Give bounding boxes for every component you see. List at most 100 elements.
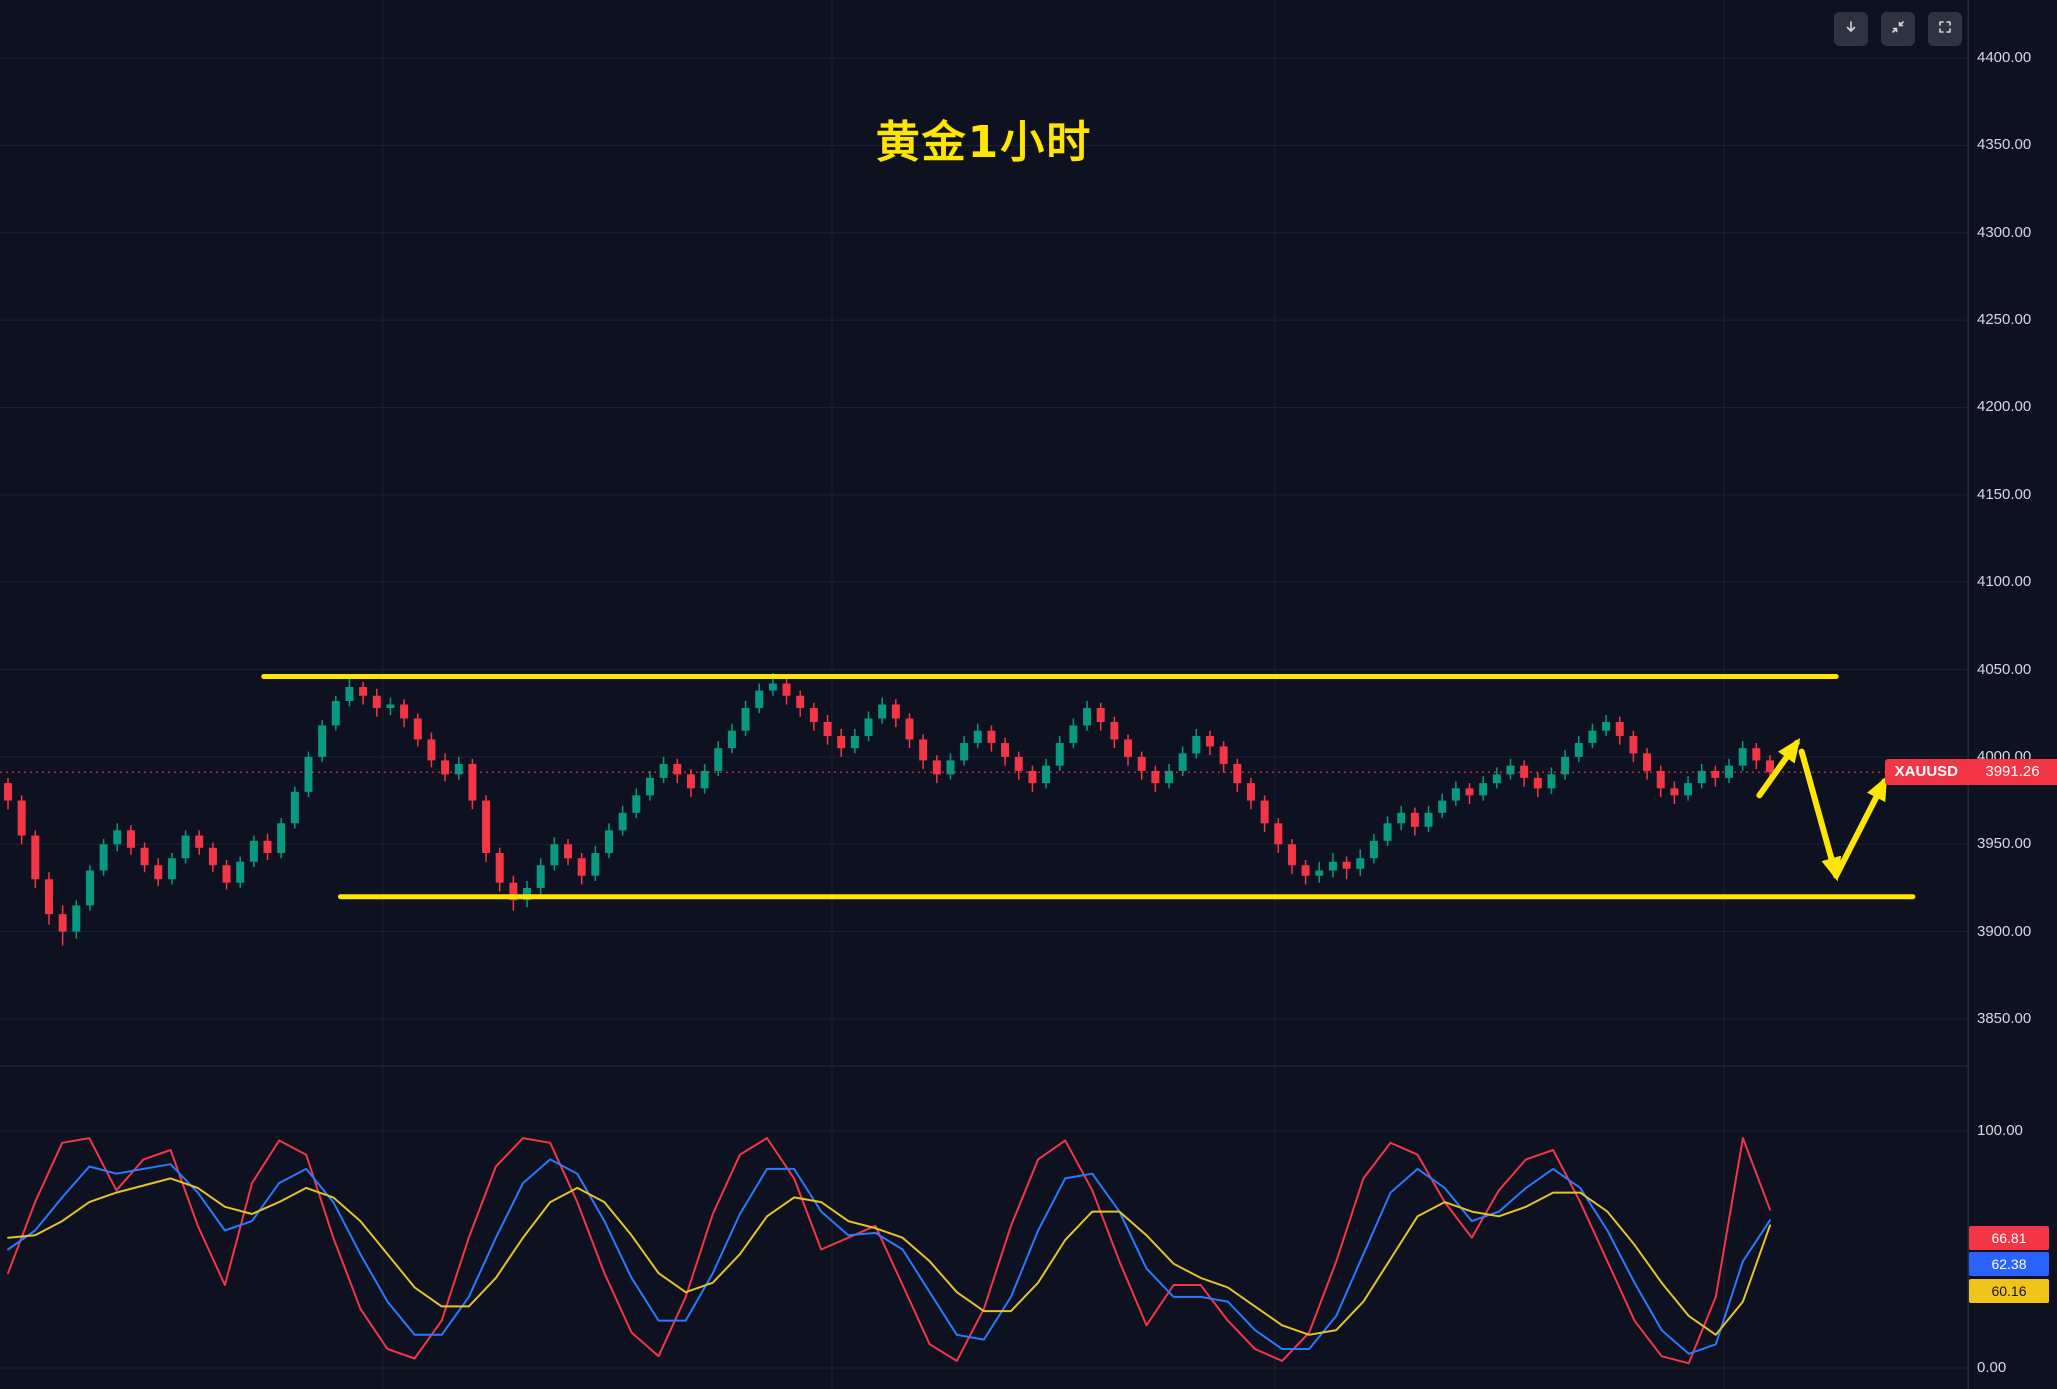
candle: [1260, 795, 1269, 833]
candle: [509, 875, 518, 911]
candle: [1711, 765, 1720, 787]
candle: [755, 683, 764, 714]
candle: [1397, 805, 1406, 831]
chart-title: 黄金1小时: [875, 117, 1093, 168]
forecast-arrow[interactable]: [1798, 748, 1842, 882]
candle: [345, 676, 354, 707]
candle: [932, 755, 941, 784]
candle: [495, 847, 504, 892]
candle: [1752, 742, 1761, 770]
candle: [809, 702, 818, 731]
candle: [468, 758, 477, 810]
candle: [1028, 765, 1037, 792]
grid: [0, 0, 1968, 1389]
candle: [331, 695, 340, 731]
candle: [1342, 856, 1351, 880]
candle: [1219, 741, 1228, 773]
candle: [1096, 702, 1105, 731]
candle: [31, 830, 40, 888]
candle: [4, 777, 12, 810]
candle: [58, 905, 67, 946]
candle: [645, 770, 654, 801]
candle: [727, 723, 736, 754]
candle: [263, 833, 272, 860]
chart-toolbar: [1834, 12, 1962, 46]
candle: [1561, 749, 1570, 780]
stoch-mid-value-badge: 62.38: [1969, 1252, 2049, 1276]
scroll-to-recent-button[interactable]: [1834, 12, 1868, 46]
candle: [318, 720, 327, 763]
candle: [1492, 767, 1501, 789]
candle: [741, 700, 750, 736]
candle: [1383, 816, 1392, 847]
last-price-badge: 3991.26: [1968, 759, 2057, 785]
candle: [523, 880, 532, 908]
candle: [700, 763, 709, 794]
restore-pane-button[interactable]: [1881, 12, 1915, 46]
candle: [1588, 723, 1597, 749]
candle: [236, 856, 245, 888]
candle: [400, 699, 409, 728]
candlestick-series: [4, 673, 1774, 946]
candle: [1192, 728, 1201, 759]
arrow-down-icon: [1843, 19, 1859, 40]
candle: [960, 735, 969, 766]
candle: [987, 725, 996, 752]
candle: [1438, 793, 1447, 819]
candle: [17, 795, 26, 845]
candle: [837, 728, 846, 757]
candle: [714, 741, 723, 777]
stoch-slow-value-badge: 60.16: [1969, 1279, 2049, 1303]
candle: [1014, 751, 1023, 780]
candle: [1315, 861, 1324, 883]
candle: [482, 795, 491, 862]
candle: [1233, 758, 1242, 792]
candle: [946, 753, 955, 780]
candle: [1055, 735, 1064, 771]
candle: [864, 711, 873, 742]
candle: [618, 805, 627, 836]
candle: [249, 835, 258, 867]
candle: [891, 699, 900, 728]
candle: [1615, 716, 1624, 745]
candle: [1410, 807, 1419, 836]
candle: [550, 837, 559, 871]
candle: [905, 713, 914, 749]
candle: [99, 839, 108, 876]
candle: [1369, 833, 1378, 864]
candle: [1083, 700, 1092, 731]
candle: [1533, 772, 1542, 798]
candle: [973, 723, 982, 749]
candle: [195, 830, 204, 855]
candle: [154, 858, 163, 887]
oscillator-bottom-label: 0.00: [1977, 1359, 2007, 1376]
price-tick-label: 4350.00: [1977, 136, 2032, 154]
candle: [673, 758, 682, 784]
candle: [386, 697, 395, 715]
candle: [304, 751, 313, 798]
stoch-line-slow: [7, 1177, 1771, 1336]
candle: [85, 865, 94, 911]
candle: [632, 788, 641, 819]
price-tick-label: 4400.00: [1977, 49, 2032, 66]
candle: [1520, 760, 1529, 787]
price-axis[interactable]: 100.00 0.00 4400.00 4350.00 4300.00 4250.00…: [1968, 0, 2057, 1389]
candle: [126, 825, 135, 855]
candle: [72, 900, 81, 939]
candle: [1684, 776, 1693, 801]
forecast-arrow[interactable]: [1756, 738, 1801, 799]
candle: [1178, 746, 1187, 777]
candle: [167, 853, 176, 885]
candle: [44, 872, 53, 925]
candle: [1506, 758, 1515, 780]
price-tick-label: 4050.00: [1977, 660, 2032, 678]
candle: [222, 859, 231, 890]
price-tick-label: 4150.00: [1977, 485, 2032, 503]
candle: [796, 690, 805, 717]
candle: [1110, 716, 1119, 749]
fullscreen-button[interactable]: [1928, 12, 1962, 46]
candle: [878, 697, 887, 724]
forecast-arrow[interactable]: [1833, 776, 1888, 879]
candle: [1274, 818, 1283, 854]
